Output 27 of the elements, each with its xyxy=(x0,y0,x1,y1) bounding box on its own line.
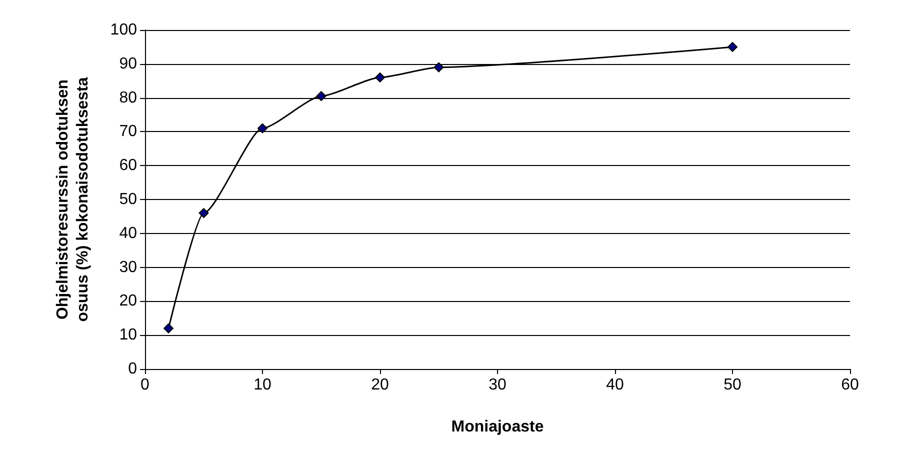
y-tick-label: 60 xyxy=(119,157,138,174)
y-tick-label: 10 xyxy=(119,326,138,344)
x-tick-label: 40 xyxy=(606,376,624,394)
point xyxy=(258,123,268,134)
point xyxy=(198,208,209,218)
y-tick-label: 100 xyxy=(110,22,138,38)
x-tick-label: 20 xyxy=(371,376,389,394)
x-tick-label: 50 xyxy=(724,376,742,394)
point xyxy=(375,72,385,82)
x-tick-label: 0 xyxy=(140,376,150,394)
y-tick-label: 40 xyxy=(119,224,138,242)
y-tick-label: 90 xyxy=(119,55,138,72)
y-tick-label: 80 xyxy=(119,89,138,106)
y-tick-label: 0 xyxy=(128,360,138,378)
y-tick-label: 50 xyxy=(119,191,138,208)
x-tick-label: 30 xyxy=(488,376,506,394)
y-tick-label: 70 xyxy=(119,123,138,140)
point xyxy=(316,91,326,102)
point xyxy=(164,323,174,334)
point xyxy=(434,62,444,72)
x-tick-label: 60 xyxy=(841,376,859,394)
x-axis-title: Moniajoaste xyxy=(451,418,544,436)
y-tick-label: 30 xyxy=(119,258,138,276)
y-axis-title: Ohjelmistoresurssin odotuksen osuus (%) kokonaisodotuksesta xyxy=(54,77,92,322)
point xyxy=(728,42,738,52)
x-tick-label: 10 xyxy=(254,376,272,394)
y-tick-label: 20 xyxy=(119,292,138,310)
